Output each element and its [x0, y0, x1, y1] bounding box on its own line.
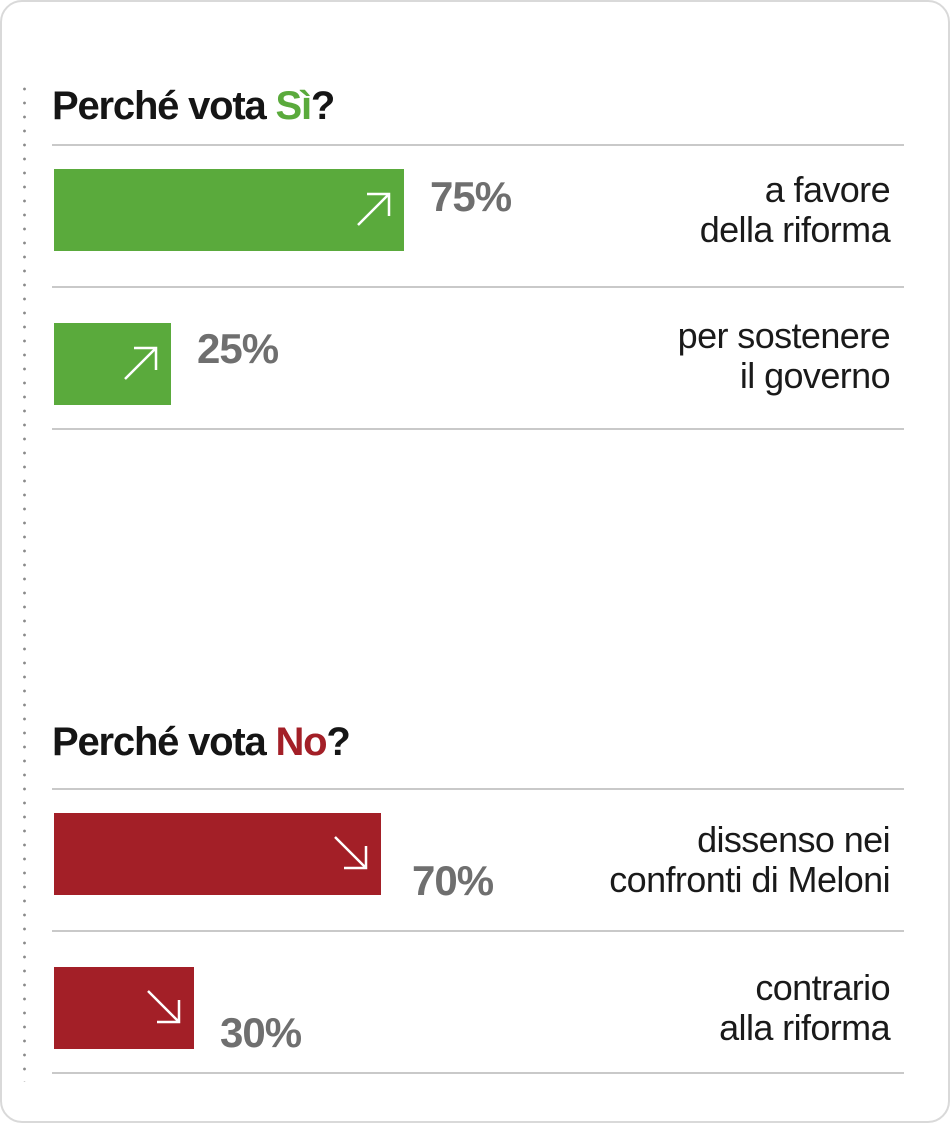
dotted-margin-line [23, 82, 26, 1082]
category-label-contrario: contrario alla riforma [719, 968, 890, 1048]
divider [52, 286, 904, 288]
arrow-down-right-icon [334, 836, 368, 870]
section-title-si: Perché vota Sì? [52, 84, 335, 128]
bar-no-contrario [54, 967, 194, 1049]
value-label-75: 75% [430, 173, 512, 220]
arrow-down-right-icon [147, 990, 181, 1024]
title-no-accent: No [275, 720, 328, 764]
arrow-up-right-icon [124, 346, 158, 380]
title-no-after: ? [326, 720, 350, 764]
category-line: confronti di Meloni [609, 859, 890, 900]
category-line: alla riforma [719, 1007, 890, 1048]
divider [52, 1072, 904, 1074]
bar-no-dissenso [54, 813, 381, 895]
divider [52, 428, 904, 430]
title-si-after: ? [310, 84, 335, 128]
title-no-before: Perché vota [52, 720, 276, 764]
category-label-a-favore: a favore della riforma [699, 169, 891, 250]
category-line: il governo [739, 355, 891, 396]
title-si-before: Perché vota [52, 84, 276, 128]
divider [52, 144, 904, 146]
bar-si-per-sostenere [54, 323, 171, 405]
divider [52, 930, 904, 932]
category-line: della riforma [699, 209, 891, 250]
arrow-up-right-icon [357, 192, 391, 226]
divider [52, 788, 904, 790]
value-label-70: 70% [412, 857, 494, 904]
category-line: contrario [755, 967, 890, 1008]
category-label-dissenso: dissenso nei confronti di Meloni [609, 820, 890, 900]
title-si-accent: Sì [275, 84, 313, 128]
category-label-per-sostenere: per sostenere il governo [677, 315, 891, 396]
bar-si-a-favore [54, 169, 404, 251]
value-label-25: 25% [197, 325, 279, 372]
section-title-no: Perché vota No? [52, 720, 351, 764]
category-line: dissenso nei [697, 819, 891, 860]
value-label-30: 30% [220, 1009, 302, 1056]
category-line: per sostenere [677, 315, 891, 356]
category-line: a favore [764, 169, 891, 210]
